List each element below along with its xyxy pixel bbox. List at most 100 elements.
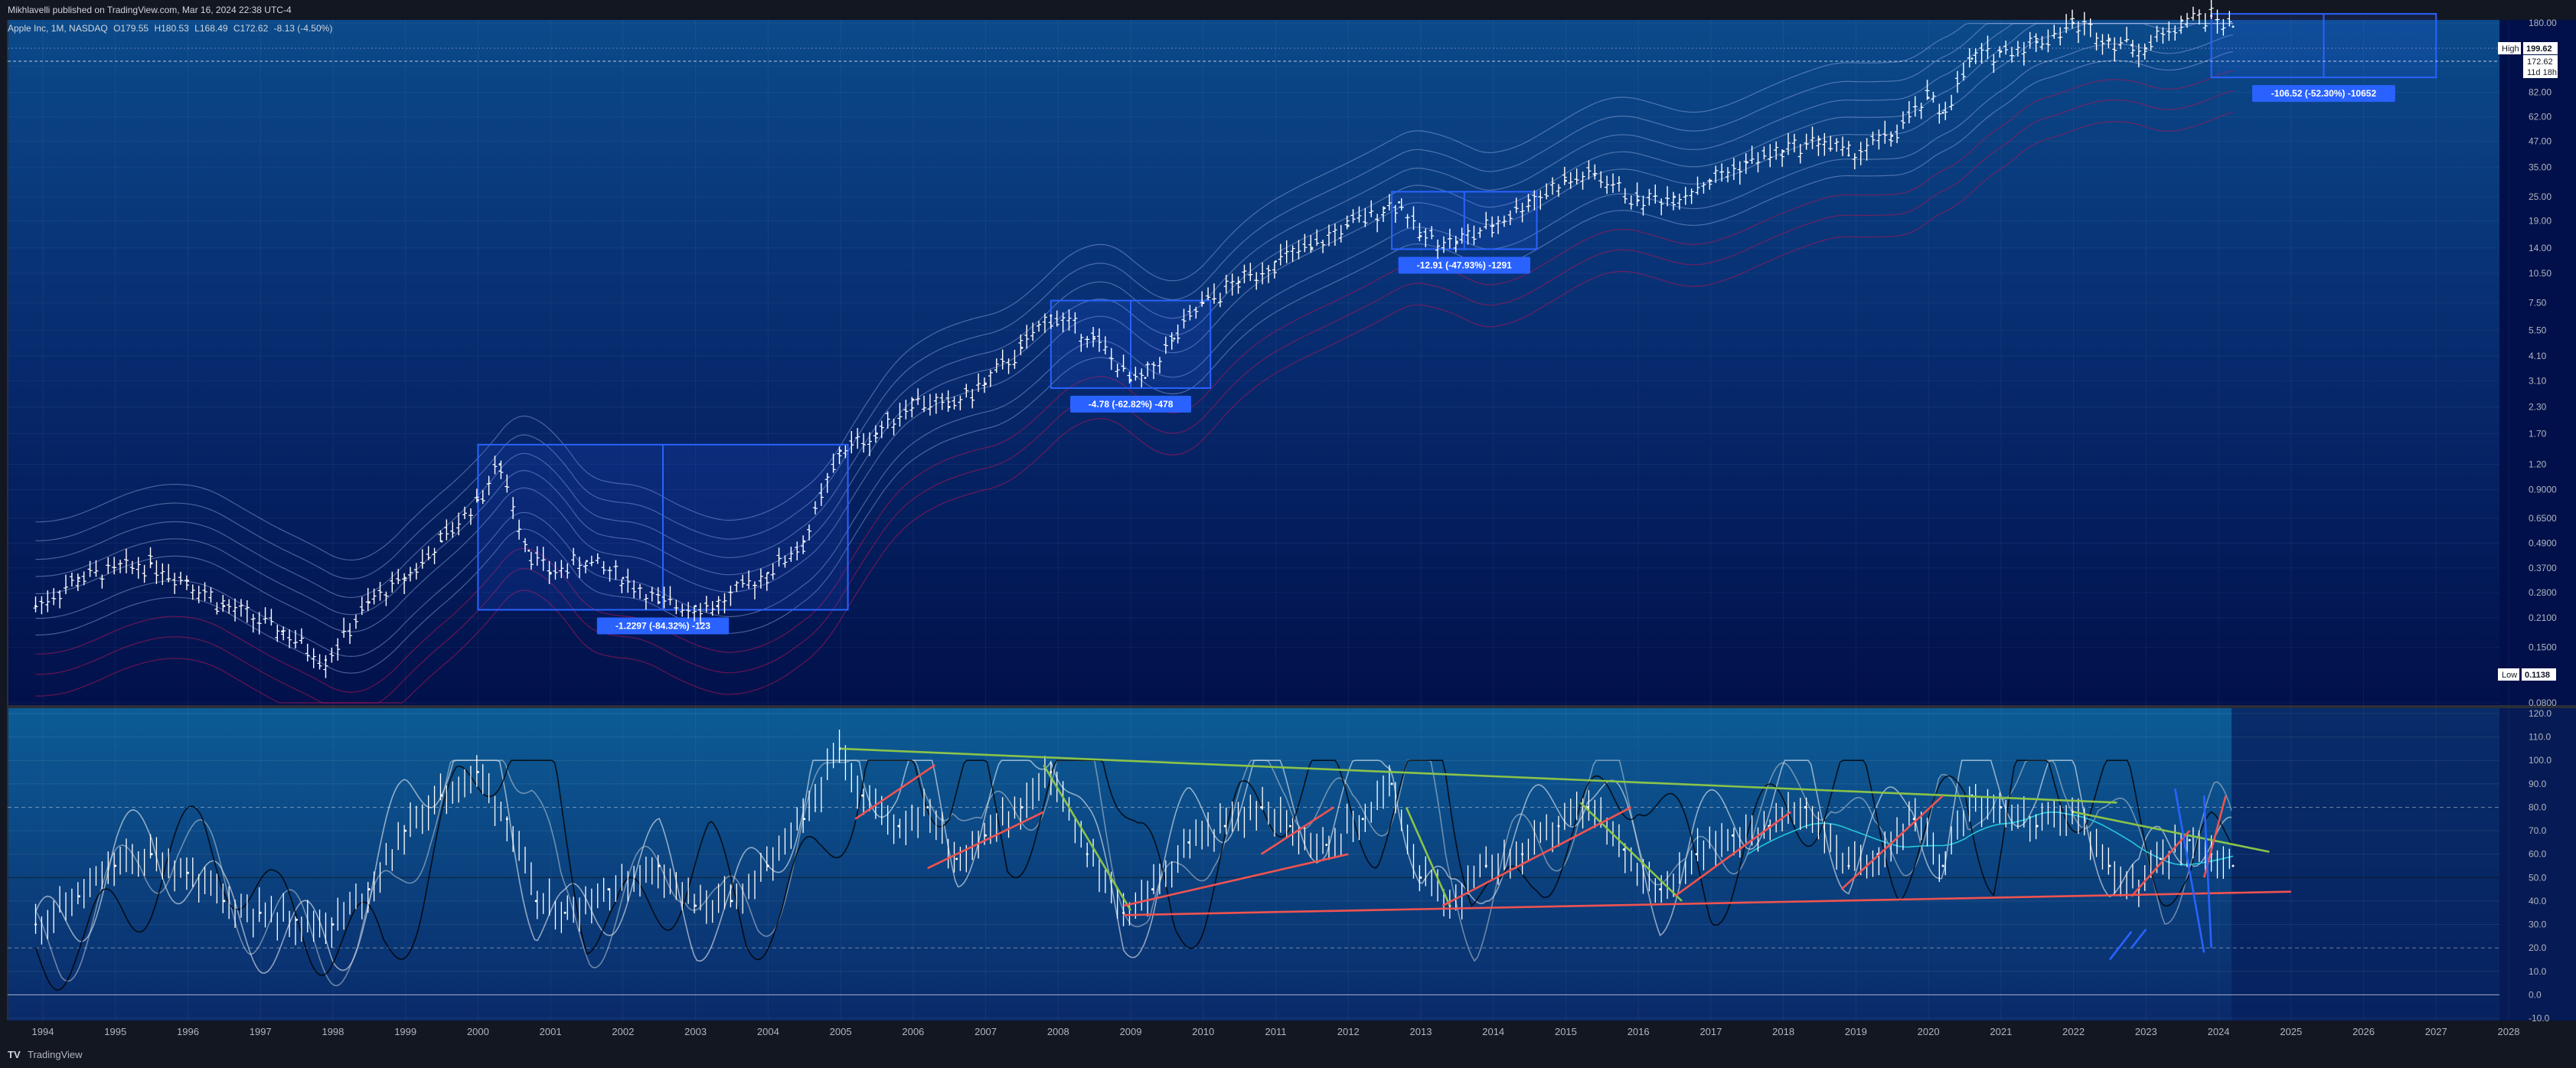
price-point: [367, 601, 371, 604]
oscillator-point: [186, 871, 189, 874]
oscillator-point: [1325, 843, 1328, 846]
oscillator-tick-label: 60.0: [2529, 849, 2547, 860]
oscillator-point: [1557, 825, 1560, 828]
oscillator-future-area: [2232, 708, 2499, 1021]
price-point: [948, 406, 951, 409]
blue-trendline[interactable]: [2202, 795, 2212, 949]
year-tick-label: 1996: [177, 1026, 199, 1037]
price-point: [1745, 161, 1748, 164]
oscillator-point: [1361, 818, 1364, 821]
envelope-band-line: [35, 23, 2233, 561]
price-point: [766, 571, 769, 574]
price-series: [34, 15, 2235, 661]
price-point: [1275, 260, 1277, 263]
resistance-trendline[interactable]: [1043, 764, 1132, 911]
low-badge-value: 0.1138: [2525, 671, 2550, 680]
oscillator-tick-label: 20.0: [2529, 942, 2547, 953]
oscillator-tick-label: 120.0: [2529, 708, 2552, 719]
oscillator-tick-label: 10.0: [2529, 966, 2547, 977]
price-tick-label: 5.50: [2529, 325, 2547, 335]
price-tick-label: 82.00: [2529, 87, 2552, 97]
year-tick-label: 2021: [1990, 1026, 2012, 1037]
legend-high-label: H: [154, 23, 162, 34]
oscillator-point: [367, 888, 371, 891]
price-point: [622, 576, 625, 580]
price-tick-label: 14.00: [2529, 243, 2552, 253]
oscillator-point: [1086, 853, 1089, 856]
oscillator-point: [1390, 782, 1393, 785]
blue-trendline[interactable]: [2130, 928, 2147, 949]
oscillator-point: [1223, 825, 1226, 828]
price-point: [1970, 57, 1974, 60]
price-tick-label: 19.00: [2529, 216, 2552, 227]
legend-open-label: O: [113, 23, 121, 34]
year-tick-label: 2015: [1555, 1026, 1577, 1037]
drawdown-label-text: -1.2297 (-84.32%) -123: [615, 621, 710, 632]
oscillator-point: [114, 864, 117, 867]
support-trendline[interactable]: [927, 811, 1044, 870]
price-point: [2036, 41, 2039, 44]
price-point: [803, 540, 806, 543]
support-trendline[interactable]: [1123, 890, 2291, 916]
year-tick-label: 2018: [1772, 1026, 1794, 1037]
legend-high: 180.53: [161, 23, 189, 34]
resistance-trendline[interactable]: [1579, 802, 1683, 902]
support-trendline[interactable]: [1840, 795, 1944, 890]
resistance-trendline[interactable]: [1405, 806, 1451, 906]
resistance-trendline[interactable]: [841, 747, 2117, 804]
oscillator-point: [1288, 825, 1291, 828]
price-point: [77, 576, 80, 580]
symbol-legend: Apple Inc, 1M, NASDAQ O179.55 H180.53 L1…: [8, 23, 335, 34]
oscillator-tick-label: 80.0: [2529, 802, 2547, 812]
year-tick-label: 2003: [684, 1026, 707, 1037]
oscillator-point: [1187, 841, 1190, 844]
publisher-line: Mikhlavelli published on TradingView.com…: [8, 5, 292, 15]
price-point: [150, 562, 153, 565]
price-tick-label: 0.4900: [2529, 537, 2557, 548]
blue-trendline[interactable]: [2173, 788, 2205, 953]
oscillator-point: [2188, 838, 2191, 841]
price-point: [2108, 38, 2111, 41]
year-tick-label: 2024: [2208, 1026, 2230, 1037]
oscillator-point: [1419, 876, 1422, 879]
price-point: [2130, 44, 2133, 47]
low-badge: Low 0.1138: [2498, 668, 2556, 681]
stochastic-curve: [34, 759, 2232, 974]
tradingview-logo-icon[interactable]: TV: [8, 1049, 21, 1060]
legend-close-label: C: [233, 23, 240, 34]
price-point: [2144, 47, 2147, 50]
oscillator-point: [1731, 834, 1734, 837]
oscillator-point: [34, 923, 38, 926]
price-point: [1202, 302, 1205, 305]
price-tick-label: 0.3700: [2529, 563, 2557, 573]
price-point: [1455, 240, 1458, 243]
price-point: [1891, 134, 1894, 137]
brand-name[interactable]: TradingView: [28, 1049, 83, 1060]
oscillator-point: [2036, 825, 2039, 828]
price-point: [223, 605, 226, 608]
blue-trendline[interactable]: [2108, 930, 2133, 961]
support-trendline[interactable]: [1441, 806, 1632, 907]
resistance-trendline[interactable]: [2073, 811, 2270, 853]
price-point: [1637, 199, 1640, 202]
drawdown-label: -12.91 (-47.93%) -1291: [1398, 256, 1531, 274]
price-point: [1673, 195, 1677, 198]
price-tick-label: 35.00: [2529, 162, 2552, 172]
price-point: [1528, 199, 1531, 202]
price-point: [2000, 50, 2003, 53]
support-trendline[interactable]: [1260, 806, 1334, 855]
trendlines[interactable]: [841, 747, 2291, 961]
oscillator-point: [766, 864, 769, 867]
price-tick-label: 4.10: [2529, 351, 2547, 361]
year-tick-label: 2014: [1482, 1026, 1504, 1037]
support-trendline[interactable]: [1123, 853, 1349, 907]
support-trendline[interactable]: [1673, 811, 1791, 897]
oscillator-point: [861, 794, 864, 797]
support-trendline[interactable]: [854, 764, 935, 820]
drawdown-label-text: -106.52 (-52.30%) -10652: [2271, 88, 2377, 99]
oscillator-point: [1260, 805, 1263, 808]
chart-canvas[interactable]: -1.2297 (-84.32%) -123 -4.78 (-62.82%) -4…: [0, 0, 2576, 1041]
support-trendline[interactable]: [2130, 830, 2191, 897]
price-tick-label: 0.2800: [2529, 587, 2557, 598]
oscillator-point: [1912, 818, 1915, 821]
